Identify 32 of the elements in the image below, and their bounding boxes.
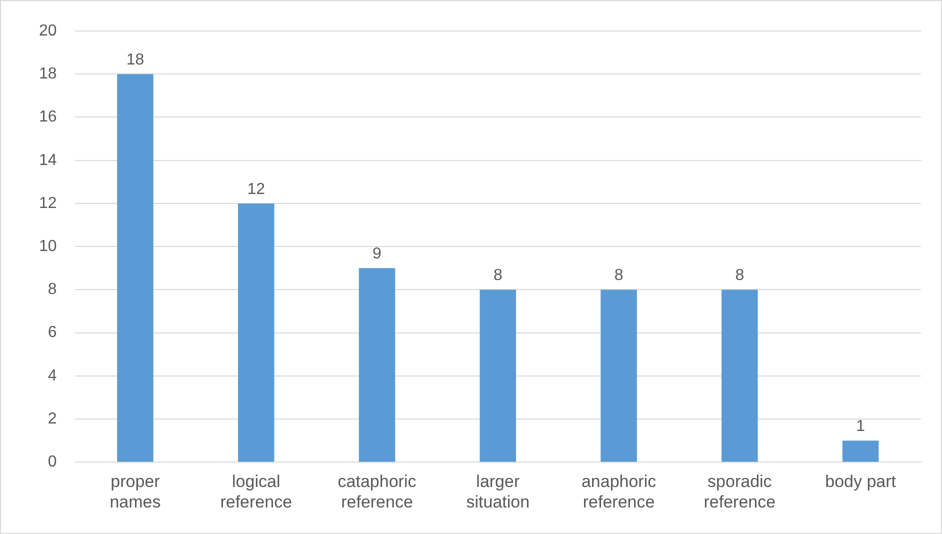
x-tick-label: larger situation bbox=[466, 472, 530, 512]
y-tick-label: 20 bbox=[39, 22, 57, 40]
x-tick-label: anaphoric reference bbox=[581, 472, 657, 512]
y-tick-label: 10 bbox=[39, 238, 57, 256]
data-label: 18 bbox=[126, 52, 144, 69]
data-label: 9 bbox=[372, 246, 382, 263]
data-label: 12 bbox=[247, 180, 266, 198]
bar bbox=[238, 203, 274, 462]
data-label: 8 bbox=[735, 267, 744, 284]
x-tick-label: body part bbox=[825, 472, 896, 492]
x-tick-label: cataphoric reference bbox=[338, 472, 417, 512]
bar bbox=[117, 74, 154, 462]
y-tick-label: 12 bbox=[39, 194, 57, 212]
y-tick-label: 14 bbox=[39, 152, 57, 169]
bar bbox=[480, 290, 516, 462]
bar bbox=[722, 290, 758, 462]
data-label: 8 bbox=[614, 267, 624, 284]
y-tick-label: 6 bbox=[48, 324, 57, 342]
y-tick-label: 0 bbox=[48, 454, 57, 471]
y-tick-label: 16 bbox=[39, 108, 57, 126]
x-tick-label: sporadic reference bbox=[704, 472, 776, 512]
y-tick-label: 8 bbox=[48, 281, 57, 298]
y-tick-label: 2 bbox=[48, 410, 57, 428]
bar bbox=[600, 290, 637, 462]
bar bbox=[358, 268, 396, 462]
x-tick-label: logical reference bbox=[220, 472, 292, 512]
data-label: 8 bbox=[493, 267, 502, 284]
x-tick-label: proper names bbox=[110, 472, 161, 512]
data-label: 1 bbox=[856, 418, 866, 436]
bar bbox=[842, 440, 879, 462]
y-tick-label: 4 bbox=[48, 367, 57, 384]
y-tick-label: 18 bbox=[39, 66, 57, 83]
